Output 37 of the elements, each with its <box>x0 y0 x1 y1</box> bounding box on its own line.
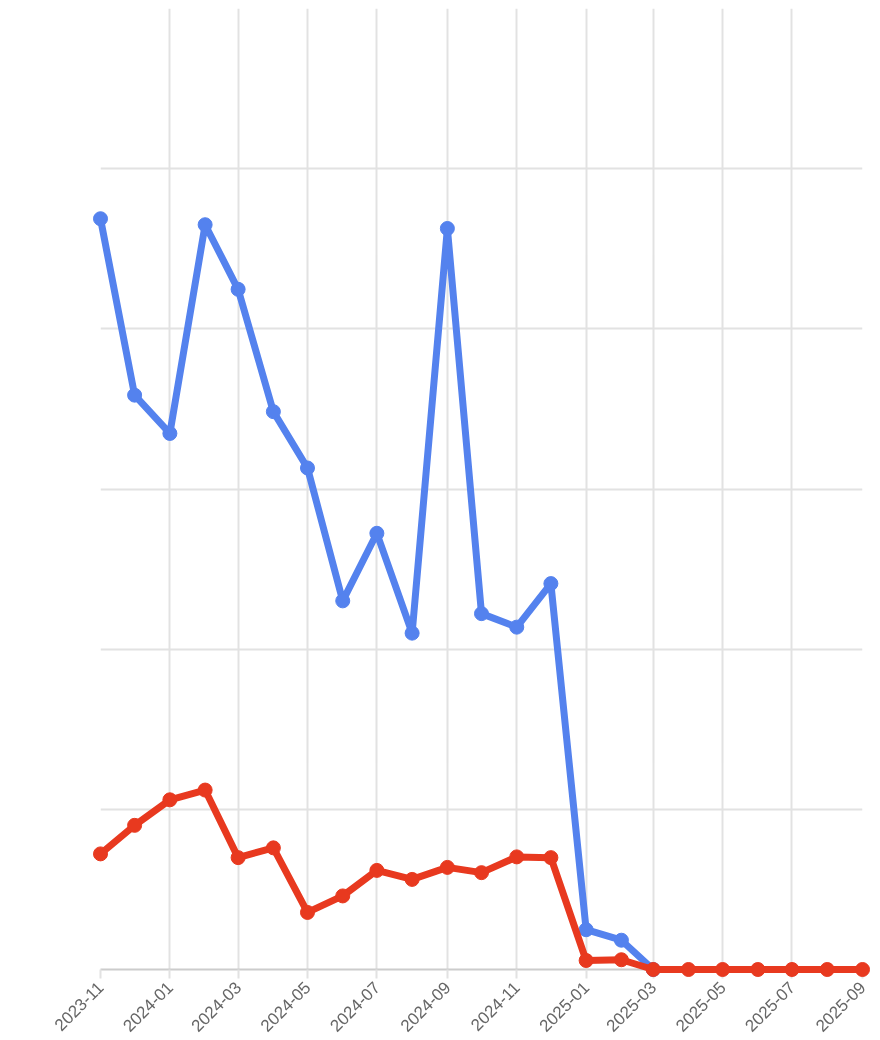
point <box>127 817 143 833</box>
point <box>335 593 351 609</box>
point <box>784 962 800 977</box>
point <box>613 952 629 968</box>
point <box>299 904 315 920</box>
point <box>265 840 281 856</box>
point <box>265 404 281 420</box>
point <box>474 606 489 622</box>
point <box>162 792 178 808</box>
point <box>855 962 870 977</box>
point <box>578 953 594 968</box>
point <box>613 932 629 948</box>
point <box>404 625 420 641</box>
point <box>543 850 559 866</box>
point <box>509 849 525 865</box>
point <box>93 211 108 227</box>
point <box>509 619 525 635</box>
point <box>230 850 246 866</box>
point <box>127 387 143 403</box>
point <box>543 576 559 592</box>
point <box>404 871 420 887</box>
point <box>197 217 213 233</box>
point <box>819 962 835 977</box>
point <box>715 962 731 977</box>
point <box>93 846 108 862</box>
point <box>230 281 246 297</box>
point <box>162 425 178 441</box>
point <box>439 859 455 875</box>
point <box>439 220 455 236</box>
point <box>197 782 213 798</box>
point <box>335 888 351 904</box>
point <box>369 862 385 878</box>
point <box>474 865 489 881</box>
point <box>299 460 315 476</box>
point <box>750 962 766 977</box>
point <box>680 962 696 977</box>
point <box>578 922 594 938</box>
